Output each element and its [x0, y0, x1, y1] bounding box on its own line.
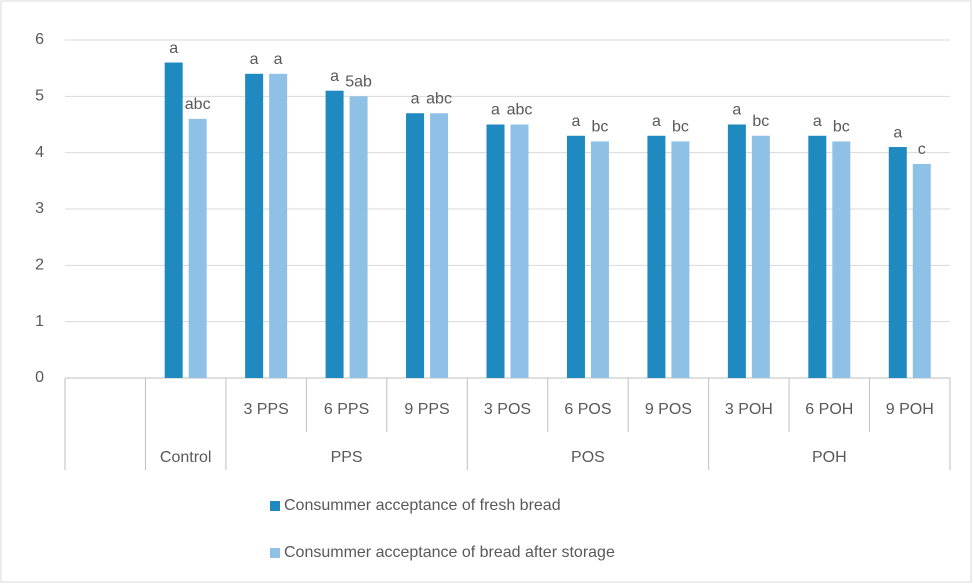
- legend-swatch: [270, 548, 280, 558]
- significance-letter: a: [491, 102, 500, 119]
- significance-letter: bc: [592, 119, 609, 136]
- bar: [832, 141, 851, 378]
- bar: [671, 141, 690, 378]
- significance-letter: a: [411, 90, 420, 107]
- significance-letter: 5ab: [345, 74, 372, 91]
- significance-letter: c: [918, 141, 926, 158]
- significance-letter: a: [274, 51, 283, 68]
- bar: [647, 135, 666, 378]
- y-tick-label: 0: [35, 369, 44, 386]
- x-tick-label: 3 POS: [484, 401, 531, 418]
- bar: [727, 124, 746, 378]
- significance-letter: a: [250, 51, 259, 68]
- x-tick-label: 3 POH: [725, 401, 773, 418]
- group-label: Control: [160, 449, 212, 466]
- y-tick-label: 1: [35, 313, 44, 330]
- significance-letter: a: [813, 113, 822, 130]
- y-tick-label: 2: [35, 257, 44, 274]
- x-tick-label: 9 POH: [886, 401, 934, 418]
- y-tick-label: 3: [35, 200, 44, 217]
- bar: [590, 141, 609, 378]
- significance-letter: a: [732, 102, 741, 119]
- significance-letter: abc: [185, 96, 211, 113]
- y-tick-label: 4: [35, 144, 44, 161]
- significance-letter: bc: [833, 119, 850, 136]
- significance-letter: abc: [507, 102, 533, 119]
- bar: [912, 163, 931, 378]
- significance-letter: a: [572, 113, 581, 130]
- significance-letter: a: [330, 68, 339, 85]
- group-label: PPS: [331, 449, 363, 466]
- group-label: POH: [812, 449, 847, 466]
- legend-label: Consummer acceptance of bread after stor…: [284, 544, 615, 561]
- significance-letter: a: [893, 124, 902, 141]
- x-tick-label: 9 POS: [645, 401, 692, 418]
- x-tick-label: 3 PPS: [243, 401, 288, 418]
- bar: [751, 135, 770, 378]
- x-tick-label: 9 PPS: [404, 401, 449, 418]
- bar: [510, 124, 529, 378]
- x-tick-label: 6 POS: [564, 401, 611, 418]
- bar: [888, 147, 907, 378]
- y-tick-label: 6: [35, 31, 44, 48]
- group-label: POS: [571, 449, 605, 466]
- significance-letter: a: [652, 113, 661, 130]
- bar: [566, 135, 585, 378]
- significance-letter: bc: [672, 119, 689, 136]
- bar: [164, 62, 183, 379]
- bar: [325, 90, 344, 378]
- significance-letter: bc: [752, 113, 769, 130]
- significance-letter: a: [169, 40, 178, 57]
- bar: [808, 135, 827, 378]
- bar: [349, 96, 368, 378]
- bar: [269, 73, 288, 379]
- bar: [406, 113, 425, 378]
- x-tick-label: 6 PPS: [324, 401, 369, 418]
- bar: [188, 118, 207, 378]
- y-tick-label: 5: [35, 88, 44, 105]
- bar: [430, 113, 449, 378]
- legend-swatch: [270, 501, 280, 511]
- legend-label: Consummer acceptance of fresh bread: [284, 497, 561, 514]
- significance-letter: abc: [426, 90, 452, 107]
- bar: [245, 73, 264, 379]
- x-tick-label: 6 POH: [805, 401, 853, 418]
- bar: [486, 124, 505, 378]
